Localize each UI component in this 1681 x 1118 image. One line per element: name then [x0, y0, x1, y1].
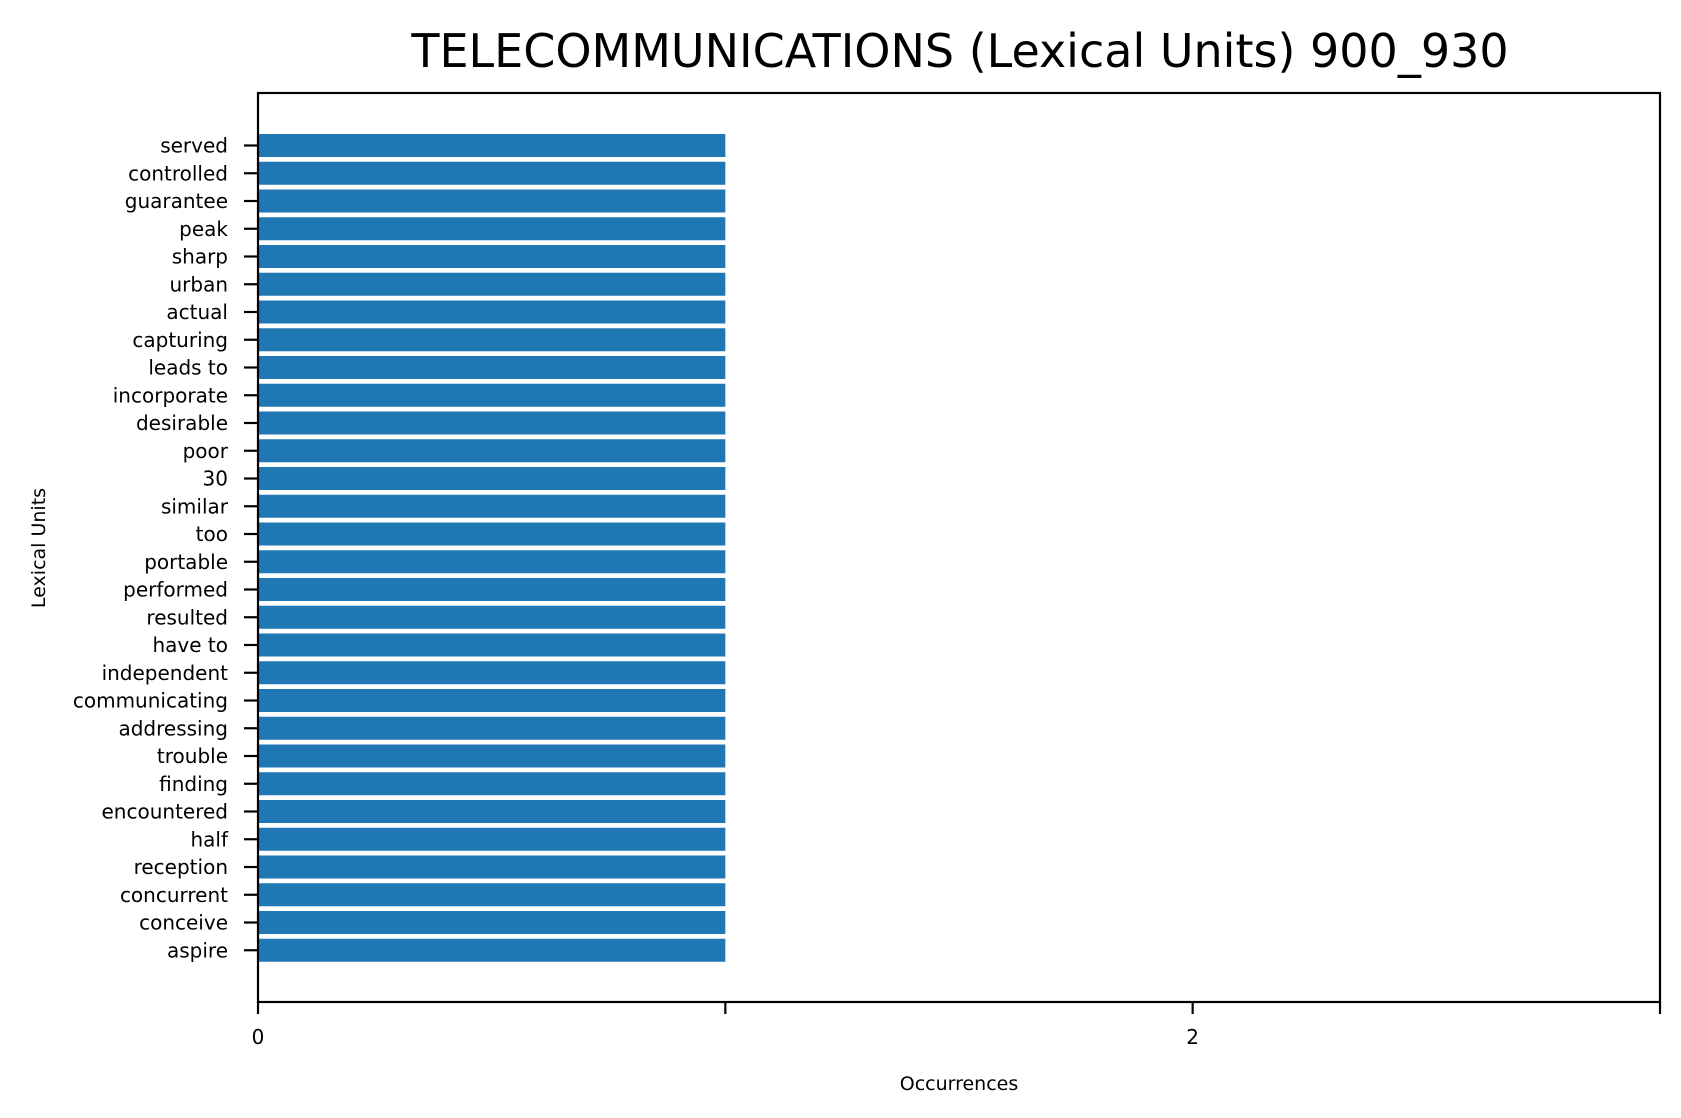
y-tick-label: similar	[161, 494, 229, 518]
bar-leads-to	[258, 356, 726, 379]
y-tick-label: reception	[134, 855, 228, 879]
y-tick-label: guarantee	[125, 189, 228, 213]
bar-concurrent	[258, 883, 726, 907]
bar-trouble	[258, 744, 726, 768]
bar-sharp	[258, 245, 726, 268]
bar-capturing	[258, 328, 726, 352]
bars-group	[258, 134, 726, 962]
y-tick-label: have to	[152, 633, 228, 657]
bar-similar	[258, 494, 726, 518]
x-tick-label: 2	[1186, 1025, 1199, 1049]
y-tick-label: 30	[203, 467, 228, 491]
y-tick-label: finding	[159, 772, 228, 796]
y-tick-label: leads to	[148, 356, 228, 380]
y-axis-label: Lexical Units	[28, 488, 50, 608]
y-tick-label: communicating	[73, 689, 228, 713]
y-tick-label: trouble	[157, 744, 228, 768]
y-tick-label: aspire	[167, 938, 228, 962]
y-tick-label: sharp	[172, 245, 228, 269]
x-axis-label: Occurrences	[900, 1073, 1019, 1095]
y-tick-label: conceive	[139, 911, 228, 935]
bar-controlled	[258, 161, 726, 185]
bar-incorporate	[258, 383, 726, 407]
bar-poor	[258, 439, 726, 463]
bar-too	[258, 522, 726, 546]
y-tick-label: portable	[144, 550, 228, 574]
y-tick-label: urban	[169, 272, 228, 296]
y-tick-label: capturing	[132, 328, 228, 352]
plot-frame	[256, 91, 1662, 1004]
chart-title: TELECOMMUNICATIONS (Lexical Units) 900_9…	[410, 24, 1508, 78]
bar-resulted	[258, 605, 726, 629]
bar-guarantee	[258, 189, 726, 213]
bar-urban	[258, 272, 726, 296]
y-tick-label: served	[160, 134, 228, 158]
bar-aspire	[258, 938, 726, 962]
y-tick-label: desirable	[136, 411, 228, 435]
y-tick-label: too	[196, 522, 228, 546]
bar-performed	[258, 578, 726, 601]
bar-peak	[258, 217, 726, 241]
bar-portable	[258, 550, 726, 574]
y-tick-label: performed	[123, 578, 228, 602]
bar-served	[258, 134, 726, 157]
bar-30	[258, 467, 726, 490]
bar-encountered	[258, 800, 726, 823]
y-tick-label: actual	[166, 300, 228, 324]
x-tick-label: 0	[252, 1025, 265, 1049]
y-tick-label: incorporate	[113, 383, 228, 407]
y-axis-ticks: served controlled guarantee peak sharp urban a…	[73, 134, 258, 962]
bar-conceive	[258, 911, 726, 934]
bar-actual	[258, 300, 726, 324]
bar-reception	[258, 855, 726, 879]
bar-addressing	[258, 716, 726, 740]
y-tick-label: addressing	[118, 716, 228, 740]
y-tick-label: independent	[102, 661, 229, 685]
y-tick-label: poor	[183, 439, 229, 463]
bar-desirable	[258, 411, 726, 435]
y-tick-label: resulted	[146, 605, 228, 629]
y-tick-label: half	[190, 827, 228, 851]
bar-finding	[258, 772, 726, 796]
bar-have-to	[258, 633, 726, 657]
y-tick-label: concurrent	[120, 883, 228, 907]
y-tick-label: peak	[179, 217, 228, 241]
bar-communicating	[258, 689, 726, 712]
y-tick-label: encountered	[102, 800, 229, 824]
y-tick-label: controlled	[128, 161, 228, 185]
bar-independent	[258, 661, 726, 685]
bar-half	[258, 827, 726, 851]
